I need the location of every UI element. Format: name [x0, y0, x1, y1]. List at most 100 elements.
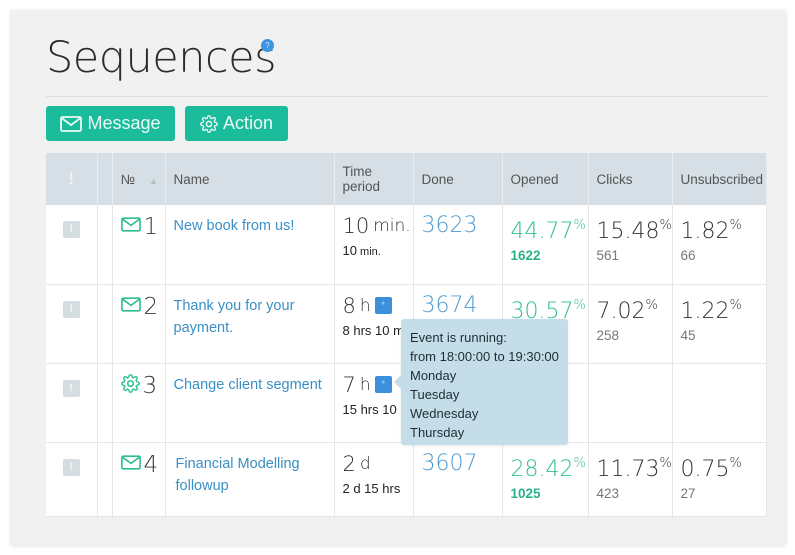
time-period-detail: 10 min.: [343, 243, 405, 258]
done-count[interactable]: 3607: [421, 450, 478, 476]
opened-percent-value: 44.77: [510, 219, 574, 244]
title-divider: [46, 96, 768, 97]
percent-sign: %: [645, 297, 658, 313]
percent-sign: %: [659, 455, 672, 471]
time-unit: d: [359, 453, 371, 474]
time-value: 7: [342, 372, 356, 397]
clicks-percent: 11.73%: [596, 451, 672, 483]
time-period-detail: 15 hrs 10 min.: [342, 401, 407, 417]
add-message-button[interactable]: Message: [46, 106, 175, 141]
table-header-row: ! № ▲ Name Time period Done Opened Clicks…: [46, 153, 767, 205]
table-row: ! 1 New book from us! 10 min. 10 min. 362…: [46, 205, 767, 285]
header-time-period[interactable]: Time period: [334, 153, 414, 205]
clicks-percent-value: 15.48: [596, 219, 660, 244]
help-icon[interactable]: ?: [261, 39, 274, 52]
unsubscribed-count: 45: [680, 327, 696, 343]
header-number[interactable]: № ▲: [112, 153, 166, 205]
sequence-name-link[interactable]: Change client segment: [173, 376, 322, 393]
flag-toggle[interactable]: !: [62, 221, 80, 238]
row-number: 3: [142, 372, 158, 399]
percent-sign: %: [573, 218, 586, 233]
clicks-percent: 7.02%: [597, 293, 664, 325]
clicks-percent: 15.48%: [596, 213, 672, 245]
sequence-name-link[interactable]: New book from us!: [173, 218, 295, 234]
header-clicks[interactable]: Clicks: [588, 153, 673, 205]
clicks-percent-value: 7.02: [596, 298, 646, 324]
spacer-cell: [97, 363, 113, 443]
schedule-info-icon[interactable]: *: [374, 297, 392, 314]
tooltip-line: Thursday: [410, 425, 465, 440]
add-action-button[interactable]: Action: [185, 106, 288, 141]
tooltip-line: Tuesday: [410, 387, 460, 402]
header-opened[interactable]: Opened: [502, 153, 589, 205]
flag-toggle[interactable]: !: [62, 458, 80, 476]
header-spacer: [97, 153, 113, 205]
header-name[interactable]: Name: [165, 153, 335, 205]
envelope-icon: [120, 296, 141, 317]
unsubscribed-percent-value: 0.75: [680, 456, 730, 482]
unsubscribed-percent: 1.82%: [681, 213, 758, 245]
row-number: 2: [143, 293, 159, 320]
clicks-count: 423: [596, 485, 620, 501]
row-number: 4: [143, 451, 159, 478]
time-value: 8: [342, 293, 356, 318]
clicks-count: 561: [596, 248, 620, 263]
unsubscribed-percent-value: 1.22: [680, 298, 730, 324]
opened-count: 1025: [510, 485, 541, 501]
opened-percent: 28.42%: [511, 451, 586, 483]
time-period-detail: 8 hrs 10 min.: [342, 322, 407, 338]
unsubscribed-percent-value: 1.82: [680, 219, 730, 244]
exclamation-icon: !: [68, 169, 75, 188]
percent-sign: %: [729, 297, 742, 313]
page-title: Sequences: [46, 33, 277, 83]
time-value: 10: [342, 214, 370, 238]
sequence-name-link[interactable]: Financial Modelling followup: [175, 455, 300, 494]
opened-percent: 44.77%: [510, 213, 586, 245]
header-number-label: №: [120, 171, 135, 187]
time-period-detail: 2 d 15 hrs: [342, 480, 401, 496]
flag-toggle[interactable]: !: [62, 379, 80, 397]
schedule-tooltip: Event is running: from 18:00:00 to 19:30…: [394, 319, 568, 445]
unsubscribed-percent: 0.75%: [681, 451, 758, 483]
action-label: Action: [222, 113, 274, 133]
time-detail-unit: min.: [356, 246, 381, 258]
tooltip-line: Monday: [410, 368, 457, 383]
sequence-name-link[interactable]: Thank you for your payment.: [173, 297, 295, 336]
tooltip-line: from 18:00:00 to 19:30:00: [410, 349, 559, 364]
envelope-icon: [120, 454, 141, 475]
percent-sign: %: [573, 455, 586, 471]
tooltip-line: Event is running:: [410, 330, 507, 345]
header-flag[interactable]: !: [46, 153, 98, 205]
gear-icon: [120, 373, 140, 398]
table-row: ! 2 Thank you for your payment. 8 h * 8 hr…: [46, 284, 767, 364]
unsubscribed-percent: 1.22%: [681, 293, 758, 325]
opened-count: 1622: [510, 248, 541, 263]
gear-icon: [200, 114, 218, 133]
row-number: 1: [143, 214, 159, 240]
envelope-icon: [60, 115, 83, 132]
unsubscribed-count: 27: [680, 485, 696, 501]
tooltip-line: Wednesday: [410, 406, 479, 421]
time-period-main: 10 min.: [342, 213, 411, 239]
percent-sign: %: [573, 297, 586, 313]
clicks-percent-value: 11.73: [596, 456, 660, 482]
spacer-cell: [97, 442, 113, 517]
clicks-count: 258: [596, 327, 620, 343]
sort-asc-icon[interactable]: ▲: [148, 175, 158, 186]
time-period-main: 7 h *: [343, 372, 405, 398]
header-done[interactable]: Done: [413, 153, 503, 205]
spacer-cell: [97, 205, 113, 285]
time-detail-value: 10: [342, 243, 357, 258]
time-period-main: 8 h *: [343, 293, 405, 319]
message-label: Message: [87, 113, 161, 133]
done-count[interactable]: 3674: [421, 292, 478, 318]
header-unsubscribed[interactable]: Unsubscribed: [672, 153, 767, 205]
time-value: 2: [342, 451, 356, 476]
schedule-info-icon[interactable]: *: [374, 376, 392, 393]
done-count[interactable]: 3623: [421, 213, 478, 238]
time-unit: min.: [373, 216, 411, 236]
unsubscribed-count: 66: [680, 248, 696, 263]
percent-sign: %: [729, 455, 742, 471]
flag-toggle[interactable]: !: [62, 300, 80, 318]
